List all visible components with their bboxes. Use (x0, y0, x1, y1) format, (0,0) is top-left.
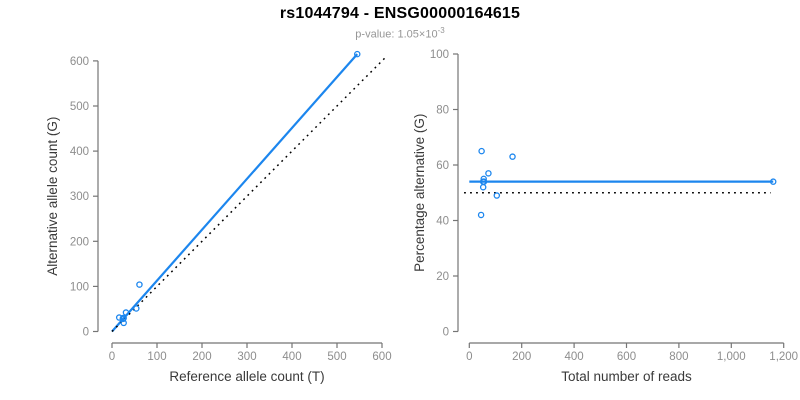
data-point (122, 309, 130, 316)
data-point (133, 305, 140, 312)
data-point (478, 147, 485, 155)
percentage-scatter-plot: 0 200 400 600 800 1,000 1,200 0 20 40 60 80 100 Total… (412, 49, 798, 384)
x-tick-label: 600 (617, 351, 636, 363)
y-tick-label: 100 (70, 281, 89, 293)
x-tick-label: 800 (669, 351, 688, 363)
allele-count-scatter-plot: 0 100 200 300 400 500 600 0 100 200 300 400 500 600 Re… (45, 50, 392, 384)
data-point (485, 170, 492, 177)
data-point (120, 315, 127, 323)
figure-title: rs1044794 - ENSG00000164615 (279, 5, 521, 22)
x-tick-label: 500 (327, 351, 346, 363)
x-tick-label: 400 (282, 351, 301, 363)
x-tick-label: 1,200 (769, 351, 798, 363)
fit-line (111, 53, 359, 333)
data-point (136, 281, 143, 288)
data-point (479, 183, 487, 191)
figure-header: rs1044794 - ENSG00000164615 p-value: 1.0… (0, 0, 800, 41)
x-axis-title: Total number of reads (561, 369, 692, 384)
y-tick-label: 0 (443, 327, 449, 339)
data-point (353, 50, 361, 58)
figure-subtitle: p-value: 1.05×10-3 (0, 26, 800, 41)
y-tick-label: 40 (436, 216, 449, 228)
x-tick-label: 400 (565, 351, 584, 363)
identity-line (111, 54, 388, 333)
y-tick-label: 0 (83, 327, 89, 339)
y-axis-title: Percentage alternative (G) (412, 114, 427, 272)
x-tick-label: 200 (512, 351, 531, 363)
data-point (477, 211, 485, 219)
data-point (769, 178, 777, 185)
data-point (115, 314, 123, 321)
x-tick-label: 0 (466, 351, 472, 363)
x-tick-label: 300 (237, 351, 256, 363)
x-tick-label: 200 (192, 351, 211, 363)
pvalue-exponent: -3 (437, 26, 445, 35)
y-tick-label: 60 (436, 160, 449, 172)
x-tick-label: 0 (109, 351, 115, 363)
y-tick-label: 300 (70, 191, 89, 203)
x-axis-title: Reference allele count (T) (169, 369, 324, 384)
x-tick-label: 1,000 (717, 351, 746, 363)
y-tick-label: 80 (436, 105, 449, 117)
y-tick-label: 20 (436, 271, 449, 283)
y-tick-label: 500 (70, 101, 89, 113)
data-point (480, 175, 487, 183)
y-axis-title: Alternative allele count (G) (45, 117, 60, 276)
data-point (120, 319, 127, 327)
y-tick-label: 400 (70, 146, 89, 158)
data-point (509, 153, 516, 160)
y-tick-label: 600 (70, 56, 89, 68)
x-tick-label: 100 (147, 351, 166, 363)
pvalue-text: p-value: 1.05×10 (355, 28, 438, 41)
y-tick-label: 100 (430, 49, 449, 61)
data-point (493, 192, 501, 199)
y-tick-label: 200 (70, 236, 89, 248)
x-tick-label: 600 (372, 351, 391, 363)
